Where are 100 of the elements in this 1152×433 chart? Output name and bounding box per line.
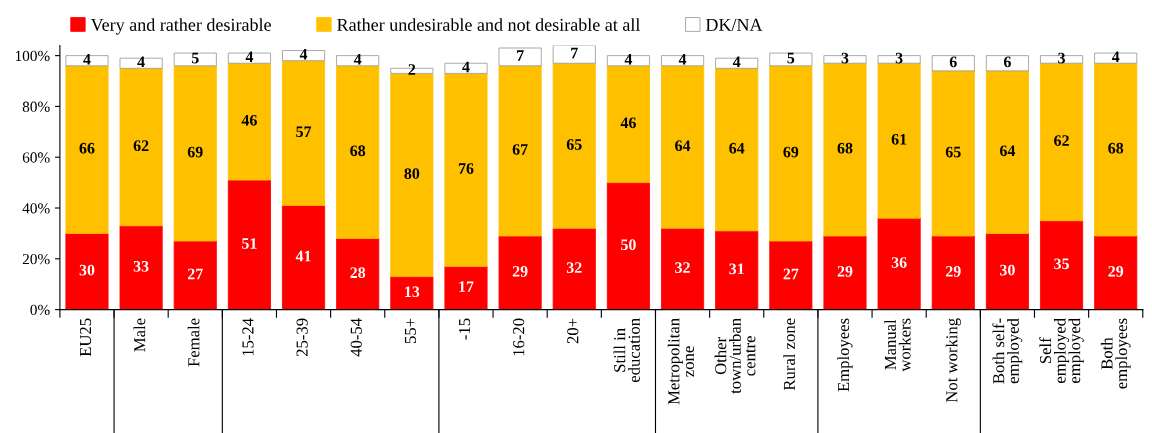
bar (1040, 220, 1084, 310)
data-label: 36 (891, 257, 907, 268)
data-label: 4 (678, 54, 687, 65)
x-tick-label: Rural zone (783, 318, 796, 391)
data-label: 46 (620, 117, 636, 129)
bar (1040, 62, 1084, 222)
data-label: 3 (1058, 52, 1066, 64)
bar (444, 266, 488, 310)
bar (661, 55, 705, 67)
data-label: 4 (624, 54, 633, 65)
bar (769, 240, 813, 310)
data-label: 57 (296, 126, 312, 138)
data-label: 7 (571, 47, 578, 59)
data-label: 29 (512, 266, 528, 277)
data-label: 62 (1054, 135, 1069, 146)
bar (336, 55, 380, 67)
x-tick-label: -15 (458, 318, 471, 340)
data-label: 4 (462, 61, 470, 73)
y-tick-label: 0% (30, 304, 50, 316)
x-tick-label: Self employed employed (1039, 318, 1084, 383)
data-label: 68 (1108, 142, 1124, 154)
data-label: 5 (191, 52, 199, 64)
x-tick-label: EU25 (79, 318, 92, 357)
x-tick-label: Employees (837, 318, 853, 392)
bar (823, 62, 867, 237)
data-label: 27 (187, 268, 203, 280)
bar (173, 52, 217, 67)
data-label: 3 (895, 52, 903, 64)
bar (444, 62, 488, 74)
data-label: 69 (187, 146, 203, 158)
data-label: 69 (783, 146, 799, 158)
data-label: 66 (79, 142, 95, 154)
data-label: 5 (787, 52, 795, 64)
data-label: 65 (566, 139, 582, 150)
data-label: 29 (945, 266, 961, 277)
data-label: 76 (458, 163, 474, 174)
bar (119, 57, 163, 69)
y-tick-label: 20% (22, 253, 50, 265)
x-tick-label: 16-20 (513, 318, 525, 356)
bar (173, 65, 217, 242)
data-label: 80 (404, 168, 420, 179)
data-label: 4 (83, 54, 91, 65)
data-label: 46 (241, 114, 257, 126)
x-tick-label: 15-24 (242, 318, 254, 356)
bar (173, 240, 217, 310)
data-label: 4 (245, 51, 254, 62)
data-label: 32 (675, 262, 690, 273)
bar (715, 230, 759, 310)
data-label: 13 (405, 286, 420, 298)
data-label: 3 (841, 52, 849, 64)
x-tick-label: Both self- employed (992, 318, 1023, 384)
y-tick-label: 60% (22, 152, 50, 163)
bar (931, 70, 975, 237)
y-tick-label: 80% (22, 101, 50, 112)
data-label: 65 (945, 146, 961, 158)
data-label: 4 (353, 54, 362, 65)
x-tick-label: 20+ (567, 318, 579, 344)
x-tick-label: 40-54 (350, 318, 362, 357)
bar (715, 57, 759, 69)
data-label: 68 (837, 142, 853, 154)
x-tick-label: Still in education (613, 318, 640, 383)
data-label: 31 (729, 263, 744, 275)
bar (823, 235, 867, 310)
bar (498, 65, 542, 237)
data-label: 27 (783, 268, 799, 280)
bar (65, 232, 109, 310)
bar (931, 55, 975, 72)
bar (65, 65, 109, 234)
data-label: 7 (517, 50, 524, 61)
bar (390, 276, 434, 310)
data-label: 29 (1108, 266, 1124, 277)
x-tick-label: Metropolitan zone (667, 318, 694, 405)
bar (552, 62, 596, 229)
bar (552, 227, 596, 310)
data-label: 33 (133, 260, 149, 272)
bar (227, 179, 271, 310)
bar (227, 62, 271, 181)
y-tick-label: 40% (22, 203, 50, 214)
bar (498, 235, 542, 310)
data-label: 29 (837, 266, 853, 277)
bar (552, 45, 596, 64)
bar (606, 182, 650, 310)
data-label: 68 (350, 145, 366, 157)
y-tick-label: 100% (15, 50, 50, 62)
x-tick-label: Other town/urban centre (714, 318, 756, 394)
data-label: 4 (1111, 51, 1120, 62)
bar (769, 52, 813, 67)
data-label: 6 (949, 56, 957, 68)
data-label: 61 (891, 133, 907, 145)
data-label: 64 (729, 142, 745, 154)
data-label: 6 (1003, 56, 1011, 68)
bar (282, 205, 326, 310)
legend-label: Very and rather desirable (90, 18, 271, 35)
data-label: 30 (79, 264, 95, 276)
data-label: 4 (137, 56, 145, 68)
data-label: 50 (621, 239, 636, 251)
x-tick-label: Both employees (1100, 318, 1131, 389)
data-label: 30 (1000, 264, 1015, 276)
x-tick-label: 25-39 (296, 318, 308, 357)
bar (336, 238, 380, 310)
